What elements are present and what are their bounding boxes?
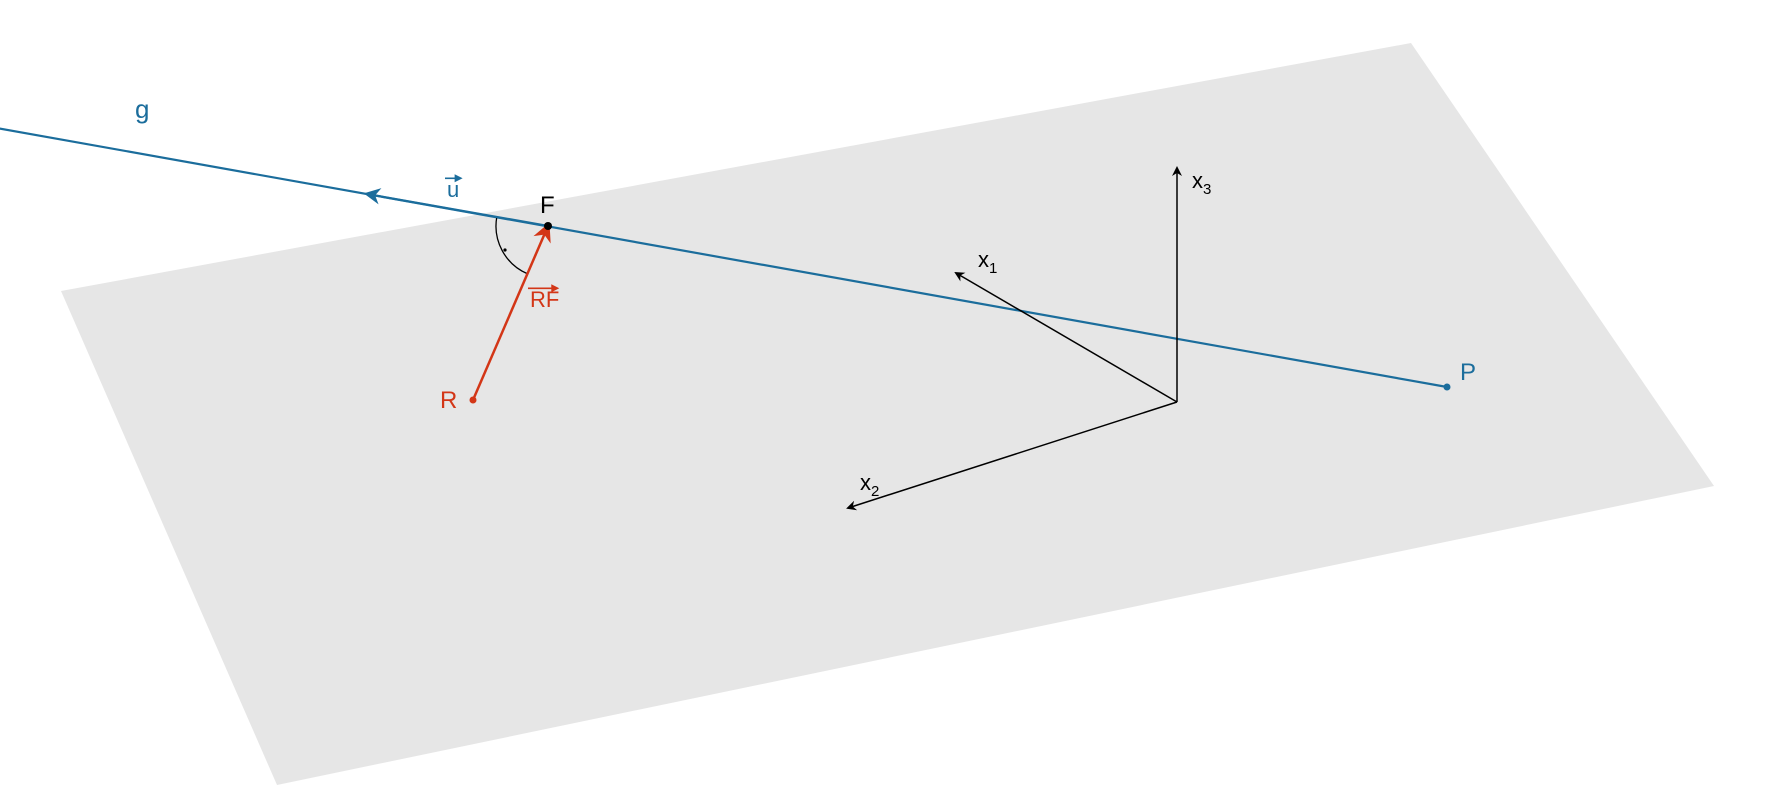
right-angle-dot <box>503 248 506 251</box>
label-g: g <box>135 94 149 124</box>
label-vector-u: u <box>445 174 463 202</box>
svg-text:u: u <box>447 177 459 202</box>
label-vector-rf: RF <box>528 284 559 312</box>
svg-text:RF: RF <box>530 287 559 312</box>
label-r: R <box>440 387 457 414</box>
geometry-diagram: g P F R u RF x1 x2 x3 <box>0 0 1782 801</box>
label-p: P <box>1460 359 1476 386</box>
point-p <box>1444 384 1451 391</box>
projection-plane <box>61 43 1714 785</box>
point-f <box>544 222 552 230</box>
label-f: F <box>540 192 555 219</box>
point-r <box>470 397 477 404</box>
